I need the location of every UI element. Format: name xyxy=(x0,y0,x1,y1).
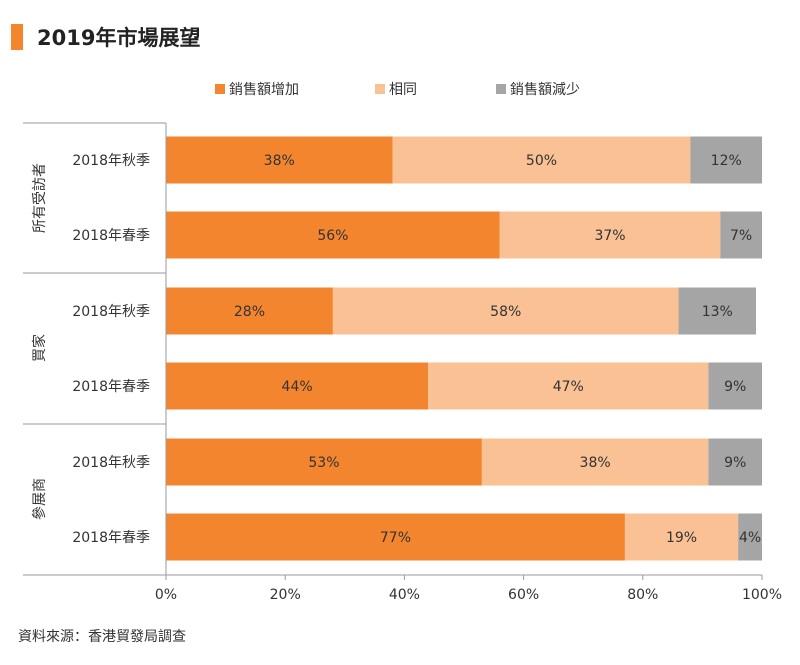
bar-segment xyxy=(738,513,762,561)
title-accent-bar xyxy=(11,24,23,50)
bar-segment xyxy=(166,211,500,259)
group-label: 參展商 xyxy=(32,478,48,520)
data-label: 19% xyxy=(666,530,697,546)
data-label: 12% xyxy=(711,153,742,169)
bar-segment xyxy=(499,211,721,259)
group-label: 買家 xyxy=(31,334,48,362)
x-tick-label: 20% xyxy=(270,587,301,603)
bar-segment xyxy=(166,136,393,184)
data-label: 28% xyxy=(234,304,265,320)
bar-segment xyxy=(690,136,762,184)
bar-segment xyxy=(428,362,709,410)
data-label: 7% xyxy=(730,228,752,244)
bar-segment xyxy=(481,438,709,486)
legend-label: 相同 xyxy=(389,82,417,98)
legend-swatch-same xyxy=(375,84,385,94)
category-label: 2018年秋季 xyxy=(72,304,150,320)
data-label: 47% xyxy=(553,379,584,395)
legend-swatch-decrease xyxy=(496,84,506,94)
data-label: 56% xyxy=(317,228,348,244)
category-label: 2018年春季 xyxy=(72,228,150,244)
category-label: 2018年春季 xyxy=(72,379,150,395)
x-tick-label: 40% xyxy=(389,587,420,603)
bar-segment xyxy=(720,211,762,259)
data-label: 9% xyxy=(724,379,746,395)
data-label: 53% xyxy=(308,455,339,471)
source-note: 資料來源：香港貿發局調查 xyxy=(18,629,186,645)
legend-swatch-increase xyxy=(215,84,225,94)
legend-label: 銷售額減少 xyxy=(510,82,580,98)
bar-segment xyxy=(708,438,762,486)
x-tick-label: 0% xyxy=(155,587,177,603)
data-label: 9% xyxy=(724,455,746,471)
page-title: 2019年市場展望 xyxy=(37,26,201,50)
data-label: 50% xyxy=(526,153,557,169)
x-tick-label: 60% xyxy=(508,587,539,603)
legend-label: 銷售額增加 xyxy=(229,82,299,98)
group-label: 所有受訪者 xyxy=(32,163,48,233)
x-tick-label: 100% xyxy=(742,587,782,603)
x-tick-label: 80% xyxy=(627,587,658,603)
bar-segment xyxy=(624,513,739,561)
data-label: 4% xyxy=(739,530,761,546)
bar-segment xyxy=(708,362,762,410)
bar-segment xyxy=(166,362,429,410)
bar-segment xyxy=(166,513,625,561)
data-label: 58% xyxy=(490,304,521,320)
bar-segment xyxy=(166,287,333,335)
data-label: 38% xyxy=(264,153,295,169)
category-label: 2018年秋季 xyxy=(72,153,150,169)
data-label: 13% xyxy=(702,304,733,320)
data-label: 77% xyxy=(380,530,411,546)
bar-segment xyxy=(166,438,482,486)
data-label: 44% xyxy=(282,379,313,395)
bar-segment xyxy=(392,136,691,184)
data-label: 38% xyxy=(580,455,611,471)
category-label: 2018年春季 xyxy=(72,530,150,546)
data-label: 37% xyxy=(594,228,625,244)
bar-segment xyxy=(678,287,757,335)
bar-segment xyxy=(332,287,679,335)
category-label: 2018年秋季 xyxy=(72,455,150,471)
